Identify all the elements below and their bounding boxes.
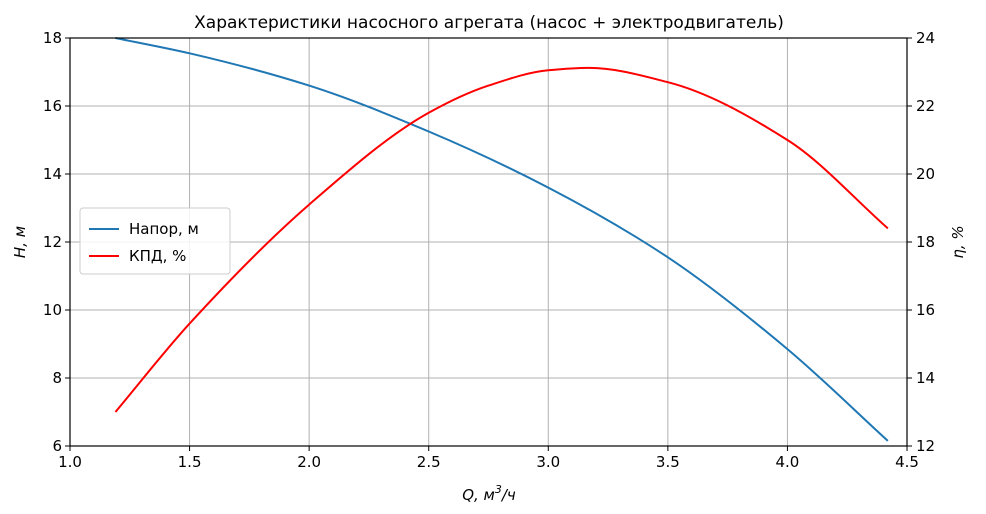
y-axis-right-title: η, % <box>949 225 967 258</box>
x-tick-label: 3.5 <box>656 453 680 471</box>
x-tick-label: 1.0 <box>58 453 82 471</box>
legend-label: КПД, % <box>129 247 186 265</box>
y-left-tick-label: 10 <box>43 301 62 319</box>
x-axis-title-sup: 3 <box>495 483 502 496</box>
legend-label: Напор, м <box>129 220 199 238</box>
x-tick-label: 3.0 <box>536 453 560 471</box>
x-tick-label: 2.5 <box>417 453 441 471</box>
series-layer <box>114 37 889 442</box>
y-right-tick-label: 24 <box>916 29 935 47</box>
x-axis-title-suffix: /ч <box>500 486 516 504</box>
y-left-tick-label: 8 <box>52 369 62 387</box>
chart-title: Характеристики насосного агрегата (насос… <box>194 13 784 33</box>
x-axis-title: Q, м3/ч <box>462 483 516 504</box>
y-axis-left: 6 8 10 12 14 16 18 <box>43 29 70 455</box>
legend-box <box>79 207 231 275</box>
y-right-tick-label: 22 <box>916 97 935 115</box>
x-axis: 1.0 1.5 2.0 2.5 3.0 3.5 4.0 4.5 <box>58 446 919 471</box>
y-axis-right: 12 14 16 18 20 22 24 <box>907 29 935 455</box>
x-axis-title-main: Q, м <box>462 486 495 504</box>
y-left-tick-label: 12 <box>43 233 62 251</box>
legend: Напор, м КПД, % <box>79 207 231 275</box>
x-tick-label: 2.0 <box>297 453 321 471</box>
x-tick-label: 1.5 <box>178 453 202 471</box>
x-tick-label: 4.5 <box>895 453 919 471</box>
y-right-tick-label: 18 <box>916 233 935 251</box>
series-line-1 <box>114 66 889 413</box>
y-left-tick-label: 14 <box>43 165 62 183</box>
y-left-tick-label: 18 <box>43 29 62 47</box>
y-right-tick-label: 16 <box>916 301 935 319</box>
y-right-tick-label: 20 <box>916 165 935 183</box>
y-axis-left-title: H, м <box>11 226 29 258</box>
series-line-0 <box>115 37 889 442</box>
y-left-tick-label: 6 <box>52 437 62 455</box>
y-right-tick-label: 12 <box>916 437 935 455</box>
y-left-tick-label: 16 <box>43 97 62 115</box>
y-right-tick-label: 14 <box>916 369 935 387</box>
x-tick-label: 4.0 <box>775 453 799 471</box>
